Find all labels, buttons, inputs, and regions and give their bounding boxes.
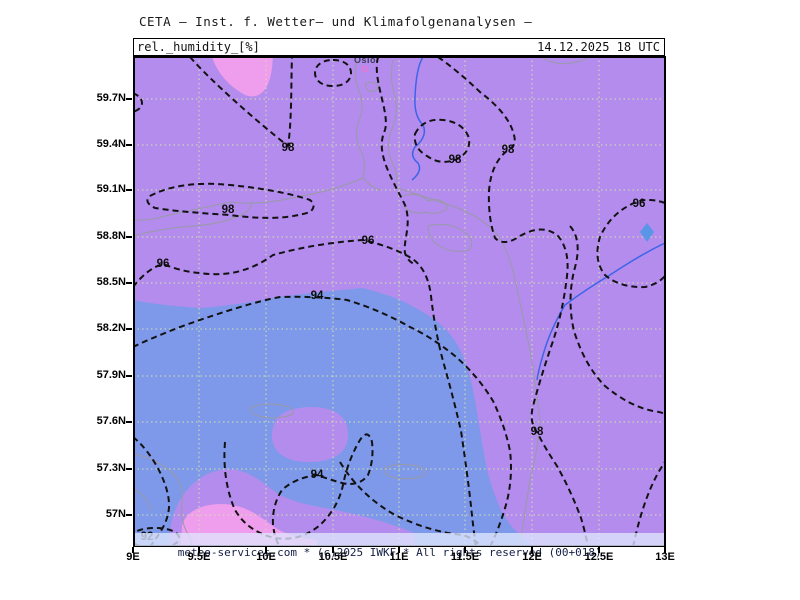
lat-tick xyxy=(126,98,132,100)
city-label-oslo: Oslo xyxy=(354,56,376,65)
page-title: CETA — Inst. f. Wetter— und Klimafolgena… xyxy=(139,14,533,29)
contour-label-98: 98 xyxy=(282,142,295,154)
lon-axis-label-10E: 10E xyxy=(256,551,276,563)
lon-axis-label-9.5E: 9.5E xyxy=(187,551,211,563)
lake-diamond-marker xyxy=(640,223,654,242)
coastline xyxy=(354,59,382,191)
contour-line-94 xyxy=(133,295,512,547)
lat-tick xyxy=(126,236,132,238)
coastline xyxy=(427,223,473,252)
lon-tick xyxy=(664,547,666,553)
contour-line-96 xyxy=(133,238,477,547)
lat-axis-label-57.9N: 57.9N xyxy=(96,369,126,381)
contour-label-98: 98 xyxy=(222,204,235,216)
humidity-contour-map: Oslo 9898989898969696949492 xyxy=(133,56,666,547)
contour-line xyxy=(133,92,144,113)
parameter-label: rel._humidity_[%] xyxy=(137,40,260,54)
lat-axis-label-57.6N: 57.6N xyxy=(96,415,126,427)
contour-line-98 xyxy=(146,182,315,219)
contour-label-94: 94 xyxy=(311,469,324,481)
lat-tick xyxy=(126,328,132,330)
map-title-bar: rel._humidity_[%] 14.12.2025 18 UTC xyxy=(133,38,665,56)
contour-label-98: 98 xyxy=(531,426,544,438)
contour-line-98 xyxy=(413,118,471,163)
contour-line-98 xyxy=(189,56,293,148)
lon-tick xyxy=(598,547,600,553)
lat-axis-label-59.1N: 59.1N xyxy=(96,183,126,195)
contour-label-98: 98 xyxy=(502,144,515,156)
river xyxy=(536,242,666,381)
lat-axis-label-58.2N: 58.2N xyxy=(96,322,126,334)
contour-lines xyxy=(133,56,666,547)
coastline xyxy=(539,56,592,65)
lat-axis-label-59.7N: 59.7N xyxy=(96,92,126,104)
contour-label-96: 96 xyxy=(157,258,170,270)
contour-line-96 xyxy=(569,225,666,415)
map-frame xyxy=(133,56,666,547)
lon-axis-label-11E: 11E xyxy=(389,551,409,563)
lat-tick xyxy=(126,144,132,146)
lat-axis-label-59.4N: 59.4N xyxy=(96,138,126,150)
lat-tick xyxy=(126,421,132,423)
island-outline xyxy=(384,463,425,480)
lat-tick xyxy=(126,282,132,284)
lat-axis-label-58.5N: 58.5N xyxy=(96,276,126,288)
lat-tick xyxy=(126,375,132,377)
lon-tick xyxy=(265,547,267,553)
contour-line-98 xyxy=(375,56,415,265)
coastline xyxy=(387,59,398,188)
river xyxy=(411,56,426,181)
lat-axis-label-57N: 57N xyxy=(105,508,126,520)
lon-axis-label-12.5E: 12.5E xyxy=(584,551,614,563)
lat-tick xyxy=(126,514,132,516)
lat-tick xyxy=(126,468,132,470)
lon-axis-label-9E: 9E xyxy=(126,551,140,563)
city-marker-oslo xyxy=(361,65,369,73)
lon-tick xyxy=(464,547,466,553)
contour-label-94: 94 xyxy=(311,290,324,302)
fill-region-purple-island xyxy=(271,407,349,463)
coastline xyxy=(133,177,364,221)
valid-datetime: 14.12.2025 18 UTC xyxy=(537,40,660,54)
coastline xyxy=(364,81,380,92)
rivers xyxy=(411,56,666,381)
credit-bar: meteo-services.com * (c)2025 IWKF * All … xyxy=(135,533,664,559)
lon-axis-label-11.5E: 11.5E xyxy=(450,551,480,563)
graticule xyxy=(133,56,666,547)
contour-line-94 xyxy=(223,433,374,547)
coastline xyxy=(394,186,541,547)
lon-axis-label-13E: 13E xyxy=(655,551,675,563)
coastline xyxy=(402,193,449,214)
lon-axis-label-10.5E: 10.5E xyxy=(318,551,348,563)
contour-line-96 xyxy=(596,199,666,289)
coastline xyxy=(133,201,252,237)
island-outline xyxy=(249,403,294,419)
contour-line-98 xyxy=(313,58,353,88)
map-plot-area: Oslo 9898989898969696949492 meteo-servic… xyxy=(133,56,666,559)
lon-tick xyxy=(531,547,533,553)
lat-tick xyxy=(126,189,132,191)
lon-tick xyxy=(332,547,334,553)
lon-axis-label-12E: 12E xyxy=(522,551,542,563)
fill-region-pink-north xyxy=(212,56,273,97)
contour-label-96: 96 xyxy=(362,235,375,247)
lat-axis-label-58.8N: 58.8N xyxy=(96,230,126,242)
contour-label-96: 96 xyxy=(633,198,646,210)
lon-tick xyxy=(132,547,134,553)
contour-label-98: 98 xyxy=(449,154,462,166)
contour-line-98 xyxy=(437,56,589,547)
coastline xyxy=(133,487,152,511)
credit-text: meteo-services.com * (c)2025 IWKF * All … xyxy=(177,546,602,559)
lon-tick xyxy=(198,547,200,553)
lon-tick xyxy=(398,547,400,553)
lat-axis-label-57.3N: 57.3N xyxy=(96,462,126,474)
